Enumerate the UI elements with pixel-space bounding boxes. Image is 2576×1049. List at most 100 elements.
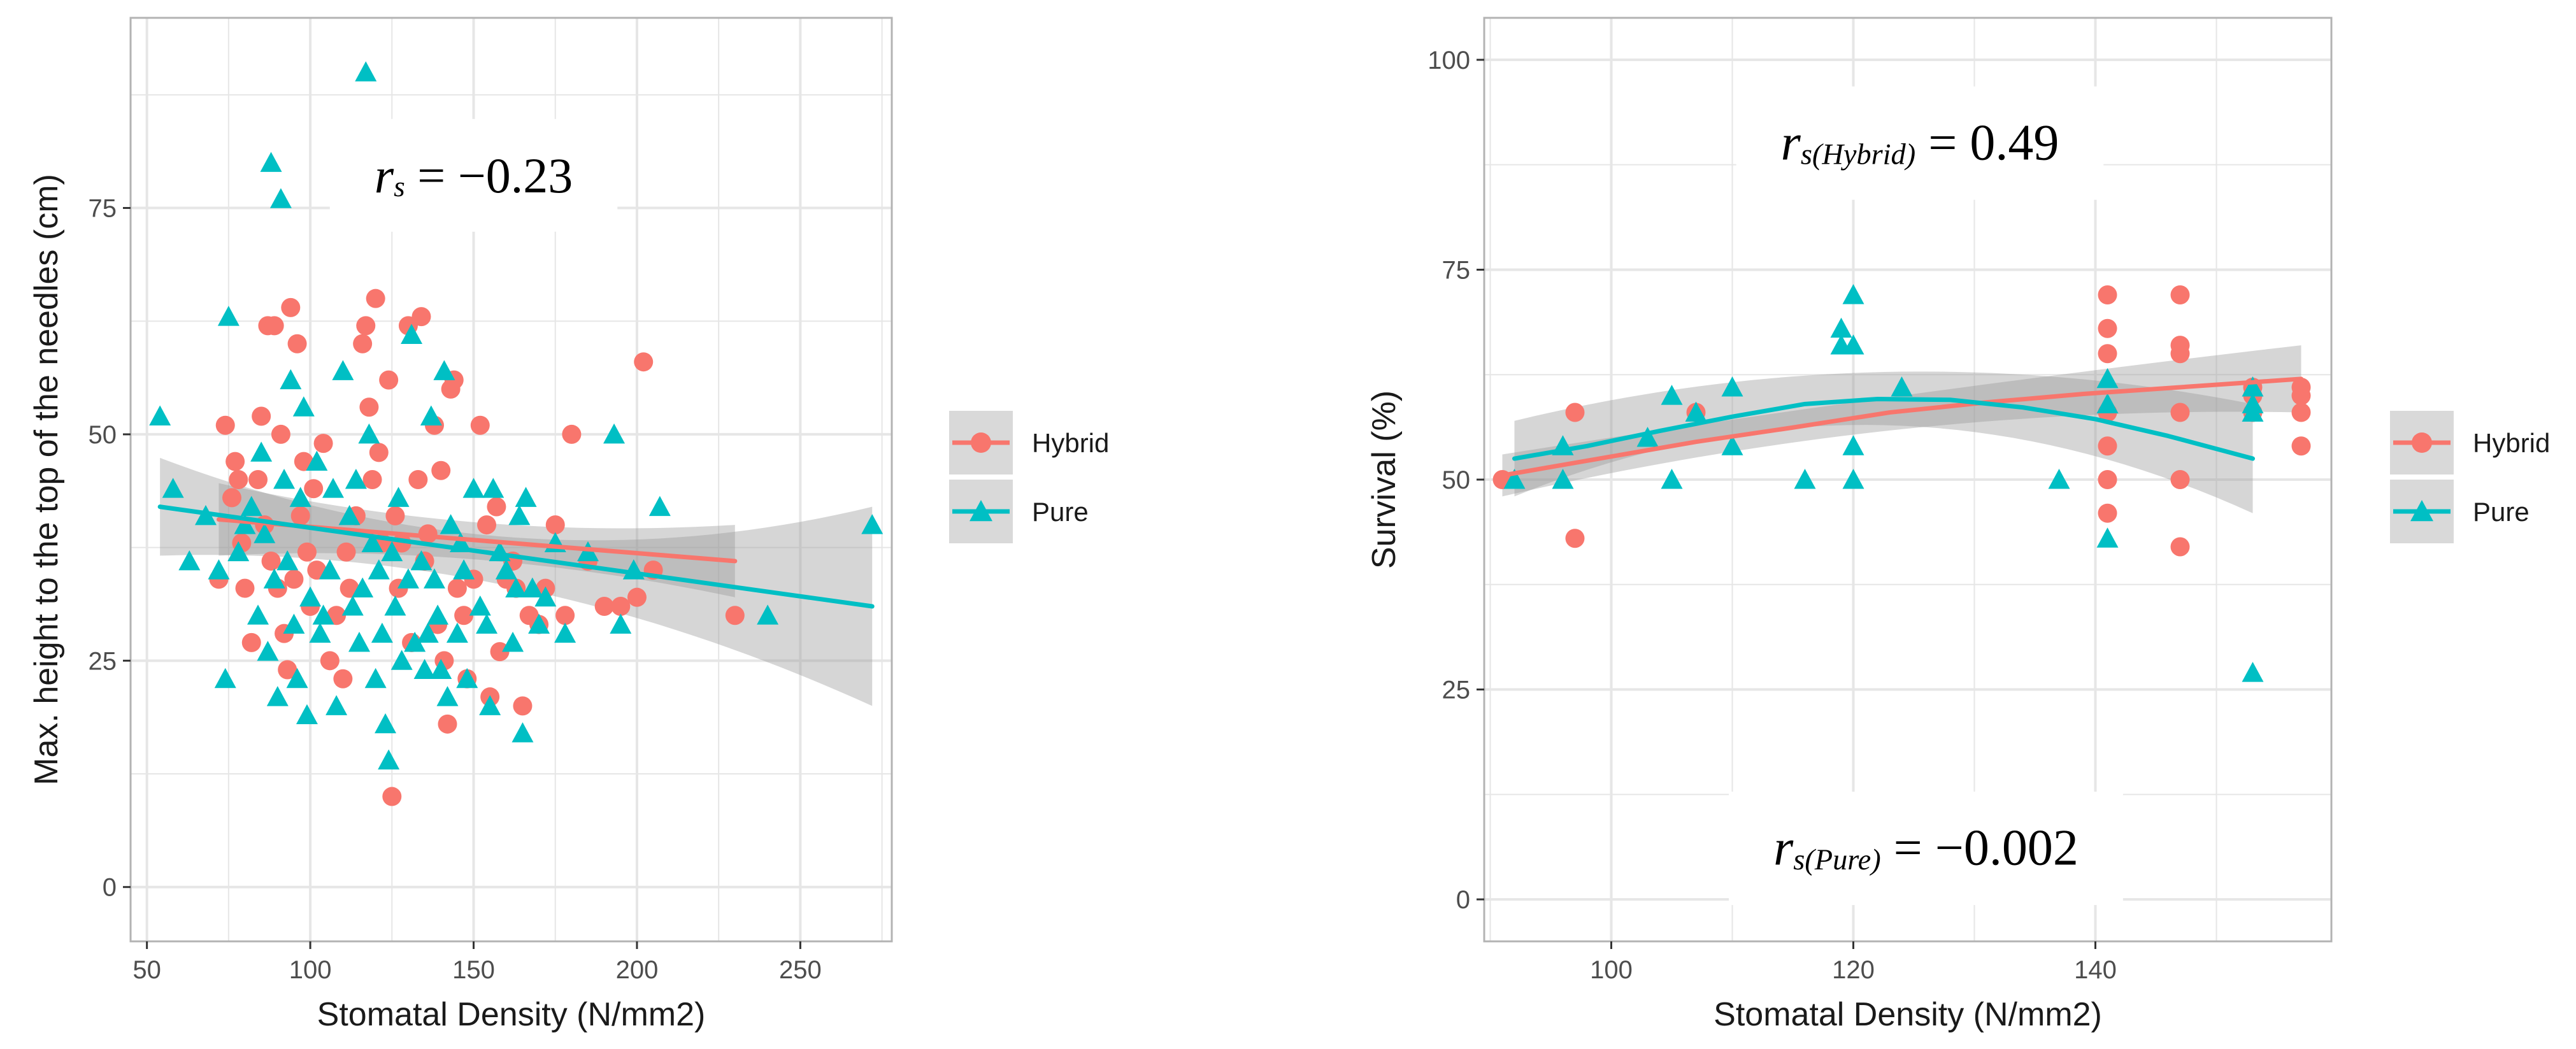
point-pure bbox=[1661, 385, 1683, 405]
point-pure bbox=[433, 360, 455, 380]
point-hybrid bbox=[356, 316, 376, 336]
point-pure bbox=[208, 559, 230, 580]
legend-left: Hybrid Pure bbox=[949, 411, 1109, 543]
point-hybrid bbox=[290, 506, 310, 525]
point-pure bbox=[309, 622, 331, 643]
point-pure bbox=[306, 450, 328, 471]
point-hybrid bbox=[2170, 285, 2190, 304]
point-pure bbox=[318, 559, 341, 580]
point-hybrid bbox=[2098, 318, 2117, 338]
point-pure bbox=[505, 577, 527, 598]
point-pure bbox=[364, 667, 387, 689]
point-pure bbox=[648, 496, 671, 517]
point-pure bbox=[384, 596, 406, 616]
point-pure bbox=[390, 650, 413, 670]
point-pure bbox=[512, 722, 534, 743]
point-pure bbox=[2242, 662, 2264, 682]
fit-line-pure bbox=[157, 504, 875, 609]
annotation-box bbox=[1736, 86, 2104, 200]
point-pure bbox=[273, 469, 296, 489]
point-hybrid bbox=[281, 297, 301, 317]
point-pure bbox=[1842, 334, 1864, 355]
point-hybrid bbox=[513, 696, 533, 716]
point-pure bbox=[1503, 469, 1526, 489]
point-hybrid bbox=[2170, 344, 2190, 364]
point-hybrid bbox=[252, 406, 271, 426]
point-pure bbox=[1794, 469, 1816, 489]
point-pure bbox=[371, 622, 393, 643]
point-pure bbox=[456, 667, 478, 689]
point-hybrid bbox=[261, 551, 281, 571]
point-hybrid bbox=[225, 452, 245, 471]
point-hybrid bbox=[222, 488, 241, 508]
point-pure bbox=[521, 577, 543, 598]
point-hybrid bbox=[304, 479, 324, 499]
point-hybrid bbox=[1565, 403, 1585, 422]
legend-key-marker bbox=[2410, 500, 2433, 522]
point-pure bbox=[479, 695, 501, 715]
point-pure bbox=[446, 622, 468, 643]
point-pure bbox=[1661, 469, 1683, 489]
fit-lines-right bbox=[1500, 376, 2303, 478]
point-pure bbox=[348, 631, 371, 652]
point-hybrid bbox=[229, 470, 248, 489]
point-pure bbox=[149, 405, 171, 425]
legend-item-pure: Pure bbox=[949, 480, 1089, 543]
point-pure bbox=[289, 487, 311, 507]
fit-line-hybrid bbox=[1500, 376, 2303, 478]
point-pure bbox=[430, 659, 452, 679]
point-pure bbox=[1842, 435, 1864, 455]
point-pure bbox=[254, 523, 276, 543]
point-hybrid bbox=[336, 542, 356, 562]
point-pure bbox=[276, 550, 299, 571]
plot-frame-left bbox=[129, 17, 893, 943]
point-pure bbox=[227, 541, 250, 562]
point-hybrid bbox=[490, 642, 510, 662]
point-pure bbox=[462, 478, 485, 498]
correlation-text: rs = −0.23 bbox=[375, 148, 573, 203]
gridlines-right bbox=[1484, 18, 2331, 941]
point-pure bbox=[427, 604, 449, 625]
legend-item-hybrid: Hybrid bbox=[949, 411, 1109, 475]
point-hybrid bbox=[320, 651, 340, 671]
point-hybrid bbox=[1565, 529, 1585, 548]
point-hybrid bbox=[264, 316, 284, 336]
y-tick-label: 75 bbox=[89, 195, 117, 223]
legend-label: Pure bbox=[2473, 497, 2529, 527]
y-tick-label: 100 bbox=[1428, 46, 1470, 75]
legend-item-pure: Pure bbox=[2390, 480, 2529, 543]
legend-key-marker bbox=[970, 500, 992, 522]
x-tick-label: 100 bbox=[289, 956, 332, 984]
point-hybrid bbox=[725, 606, 745, 625]
point-pure bbox=[381, 541, 403, 562]
point-hybrid bbox=[447, 578, 467, 598]
point-hybrid bbox=[562, 424, 582, 444]
correlation-annotation: rs = −0.23 bbox=[329, 118, 618, 232]
point-hybrid bbox=[2291, 403, 2311, 422]
x-tick-label: 200 bbox=[616, 956, 659, 984]
point-hybrid bbox=[313, 434, 333, 453]
point-pure bbox=[423, 568, 445, 589]
point-pure bbox=[436, 686, 459, 706]
point-hybrid bbox=[287, 334, 307, 353]
point-hybrid bbox=[470, 415, 490, 435]
fit-line-pure bbox=[1512, 396, 2255, 461]
legend-label: Hybrid bbox=[1032, 428, 1109, 458]
x-axis-title-right: Stomatal Density (N/mm2) bbox=[1714, 996, 2102, 1033]
annotation-box bbox=[1729, 791, 2123, 905]
point-hybrid bbox=[2170, 403, 2190, 422]
y-tick-label: 0 bbox=[103, 874, 117, 902]
point-hybrid bbox=[333, 669, 353, 689]
y-axis-title-right: Survival (%) bbox=[1366, 390, 1403, 569]
point-hybrid bbox=[369, 443, 389, 462]
point-hybrid bbox=[477, 515, 497, 535]
point-pure bbox=[1842, 469, 1864, 489]
point-pure bbox=[247, 604, 269, 625]
point-pure bbox=[1552, 469, 1574, 489]
point-pure bbox=[292, 396, 315, 417]
point-pure bbox=[332, 360, 354, 380]
y-tick-label: 25 bbox=[1442, 676, 1471, 704]
point-hybrid bbox=[2170, 537, 2190, 557]
